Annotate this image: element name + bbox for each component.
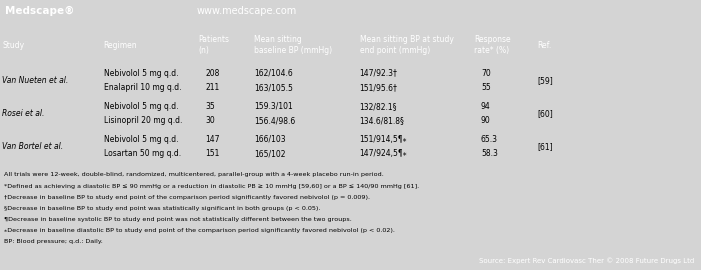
Text: Nebivolol 5 mg q.d.: Nebivolol 5 mg q.d. — [104, 102, 178, 111]
Text: 211: 211 — [205, 83, 219, 92]
Text: 166/103: 166/103 — [254, 135, 285, 144]
Text: 132/82.1§: 132/82.1§ — [360, 102, 397, 111]
Text: 159.3/101: 159.3/101 — [254, 102, 292, 111]
Text: [59]: [59] — [537, 76, 552, 85]
Text: 208: 208 — [205, 69, 220, 78]
Text: 165/102: 165/102 — [254, 149, 285, 158]
Text: 156.4/98.6: 156.4/98.6 — [254, 116, 295, 125]
Text: Ref.: Ref. — [537, 40, 551, 49]
Text: Response
rate* (%): Response rate* (%) — [474, 35, 510, 55]
Text: 134.6/81.8§: 134.6/81.8§ — [360, 116, 404, 125]
Text: Medscape®: Medscape® — [5, 6, 74, 16]
Text: Source: Expert Rev Cardiovasc Ther © 2008 Future Drugs Ltd: Source: Expert Rev Cardiovasc Ther © 200… — [479, 258, 694, 264]
Text: 35: 35 — [205, 102, 215, 111]
Text: 58.3: 58.3 — [481, 149, 498, 158]
Text: 147: 147 — [205, 135, 220, 144]
Text: Van Nueten et al.: Van Nueten et al. — [2, 76, 69, 85]
Text: *Defined as achieving a diastolic BP ≤ 90 mmHg or a reduction in diastolic PB ≥ : *Defined as achieving a diastolic BP ≤ 9… — [4, 184, 418, 188]
Text: 65.3: 65.3 — [481, 135, 498, 144]
Text: Rosei et al.: Rosei et al. — [2, 109, 44, 118]
Text: 94: 94 — [481, 102, 491, 111]
Text: [60]: [60] — [537, 109, 552, 118]
Text: Losartan 50 mg q.d.: Losartan 50 mg q.d. — [104, 149, 181, 158]
Text: [61]: [61] — [537, 142, 552, 151]
Text: §Decrease in baseline BP to study end point was statistically significant in bot: §Decrease in baseline BP to study end po… — [4, 206, 320, 211]
Text: Lisinopril 20 mg q.d.: Lisinopril 20 mg q.d. — [104, 116, 182, 125]
Text: Nebivolol 5 mg q.d.: Nebivolol 5 mg q.d. — [104, 135, 178, 144]
Text: 163/105.5: 163/105.5 — [254, 83, 292, 92]
Text: Nebivolol 5 mg q.d.: Nebivolol 5 mg q.d. — [104, 69, 178, 78]
Text: All trials were 12-week, double-blind, randomized, multicentered, parallel-group: All trials were 12-week, double-blind, r… — [4, 172, 383, 177]
Text: Regimen: Regimen — [104, 40, 137, 49]
Text: 151: 151 — [205, 149, 220, 158]
Text: 162/104.6: 162/104.6 — [254, 69, 292, 78]
Text: 151/95.6†: 151/95.6† — [360, 83, 397, 92]
Text: 30: 30 — [205, 116, 215, 125]
Text: 55: 55 — [481, 83, 491, 92]
Text: Study: Study — [2, 40, 25, 49]
Text: 90: 90 — [481, 116, 491, 125]
Text: Mean sitting
baseline BP (mmHg): Mean sitting baseline BP (mmHg) — [254, 35, 332, 55]
Text: 70: 70 — [481, 69, 491, 78]
Text: †Decrease in baseline BP to study end point of the comparison period significant: †Decrease in baseline BP to study end po… — [4, 195, 369, 200]
Text: Patients
(n): Patients (n) — [198, 35, 229, 55]
Text: 151/914,5¶⁎: 151/914,5¶⁎ — [360, 135, 407, 144]
Text: ¶Decrease in baseline systolic BP to study end point was not statistically diffe: ¶Decrease in baseline systolic BP to stu… — [4, 217, 351, 222]
Text: www.medscape.com: www.medscape.com — [196, 6, 297, 16]
Text: BP: Blood pressure; q.d.: Daily.: BP: Blood pressure; q.d.: Daily. — [4, 239, 102, 244]
Text: Van Bortel et al.: Van Bortel et al. — [2, 142, 63, 151]
Text: 147/92.3†: 147/92.3† — [360, 69, 397, 78]
Text: Mean sitting BP at study
end point (mmHg): Mean sitting BP at study end point (mmHg… — [360, 35, 454, 55]
Text: ⁎Decrease in baseline diastolic BP to study end point of the comparison period s: ⁎Decrease in baseline diastolic BP to st… — [4, 228, 395, 233]
Text: 147/924,5¶⁎: 147/924,5¶⁎ — [360, 149, 407, 158]
Text: Enalapril 10 mg q.d.: Enalapril 10 mg q.d. — [104, 83, 182, 92]
